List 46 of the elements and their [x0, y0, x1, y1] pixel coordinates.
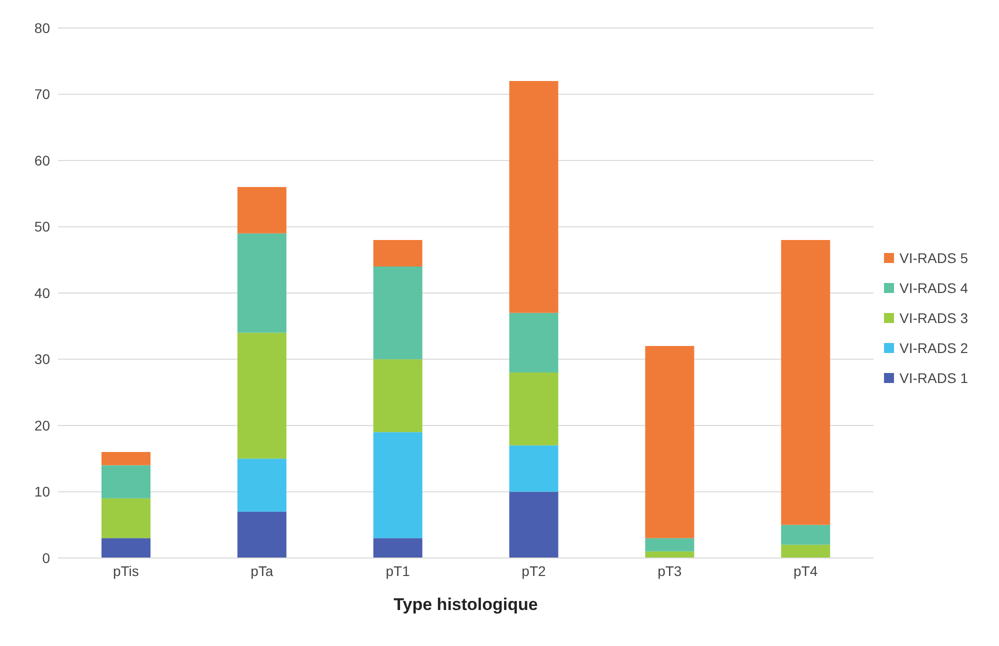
- y-tick-label: 80: [34, 20, 50, 36]
- bar: [509, 312, 558, 372]
- bar: [373, 266, 422, 360]
- bar: [509, 81, 558, 313]
- bar: [237, 332, 286, 459]
- x-tick-label: pT3: [658, 562, 682, 579]
- bar: [781, 240, 830, 525]
- bar: [373, 240, 422, 266]
- bar: [781, 544, 830, 558]
- y-tick-label: 20: [34, 417, 50, 434]
- bar: [509, 372, 558, 446]
- bar: [237, 233, 286, 333]
- y-tick-label: 10: [34, 484, 50, 500]
- bar: [509, 445, 558, 492]
- y-tick-label: 50: [34, 218, 50, 235]
- bar: [645, 346, 694, 538]
- bar: [237, 458, 286, 512]
- bar: [101, 465, 150, 498]
- bar: [509, 492, 558, 558]
- x-tick-label: pT1: [386, 562, 410, 579]
- bar: [237, 512, 286, 558]
- bar: [781, 524, 830, 545]
- legend-label: VI-RADS 5: [898, 250, 968, 266]
- y-tick-label: 70: [34, 86, 50, 102]
- y-tick-label: 40: [34, 284, 50, 301]
- legend-label: VI-RADS 2: [898, 340, 968, 356]
- bar: [101, 538, 150, 558]
- bar: [373, 432, 422, 538]
- legend-label: VI-RADS 3: [898, 310, 968, 326]
- y-tick-label: 0: [42, 550, 50, 566]
- bar: [101, 452, 150, 466]
- bar: [645, 538, 694, 552]
- x-tick-label: pT2: [522, 562, 546, 579]
- y-tick-label: 60: [34, 152, 50, 168]
- x-tick-label: pTis: [112, 562, 139, 579]
- legend-label: VI-RADS 4: [898, 280, 968, 296]
- bar: [373, 359, 422, 432]
- legend-label: VI-RADS 1: [898, 370, 968, 386]
- x-axis-title: Type histologique: [394, 595, 538, 614]
- y-tick-label: 30: [34, 351, 50, 368]
- x-tick-label: pTa: [250, 562, 274, 579]
- bar: [373, 538, 422, 558]
- x-tick-label: pT4: [794, 562, 818, 579]
- bar: [101, 498, 150, 538]
- bar: [237, 187, 286, 234]
- bar: [645, 551, 694, 558]
